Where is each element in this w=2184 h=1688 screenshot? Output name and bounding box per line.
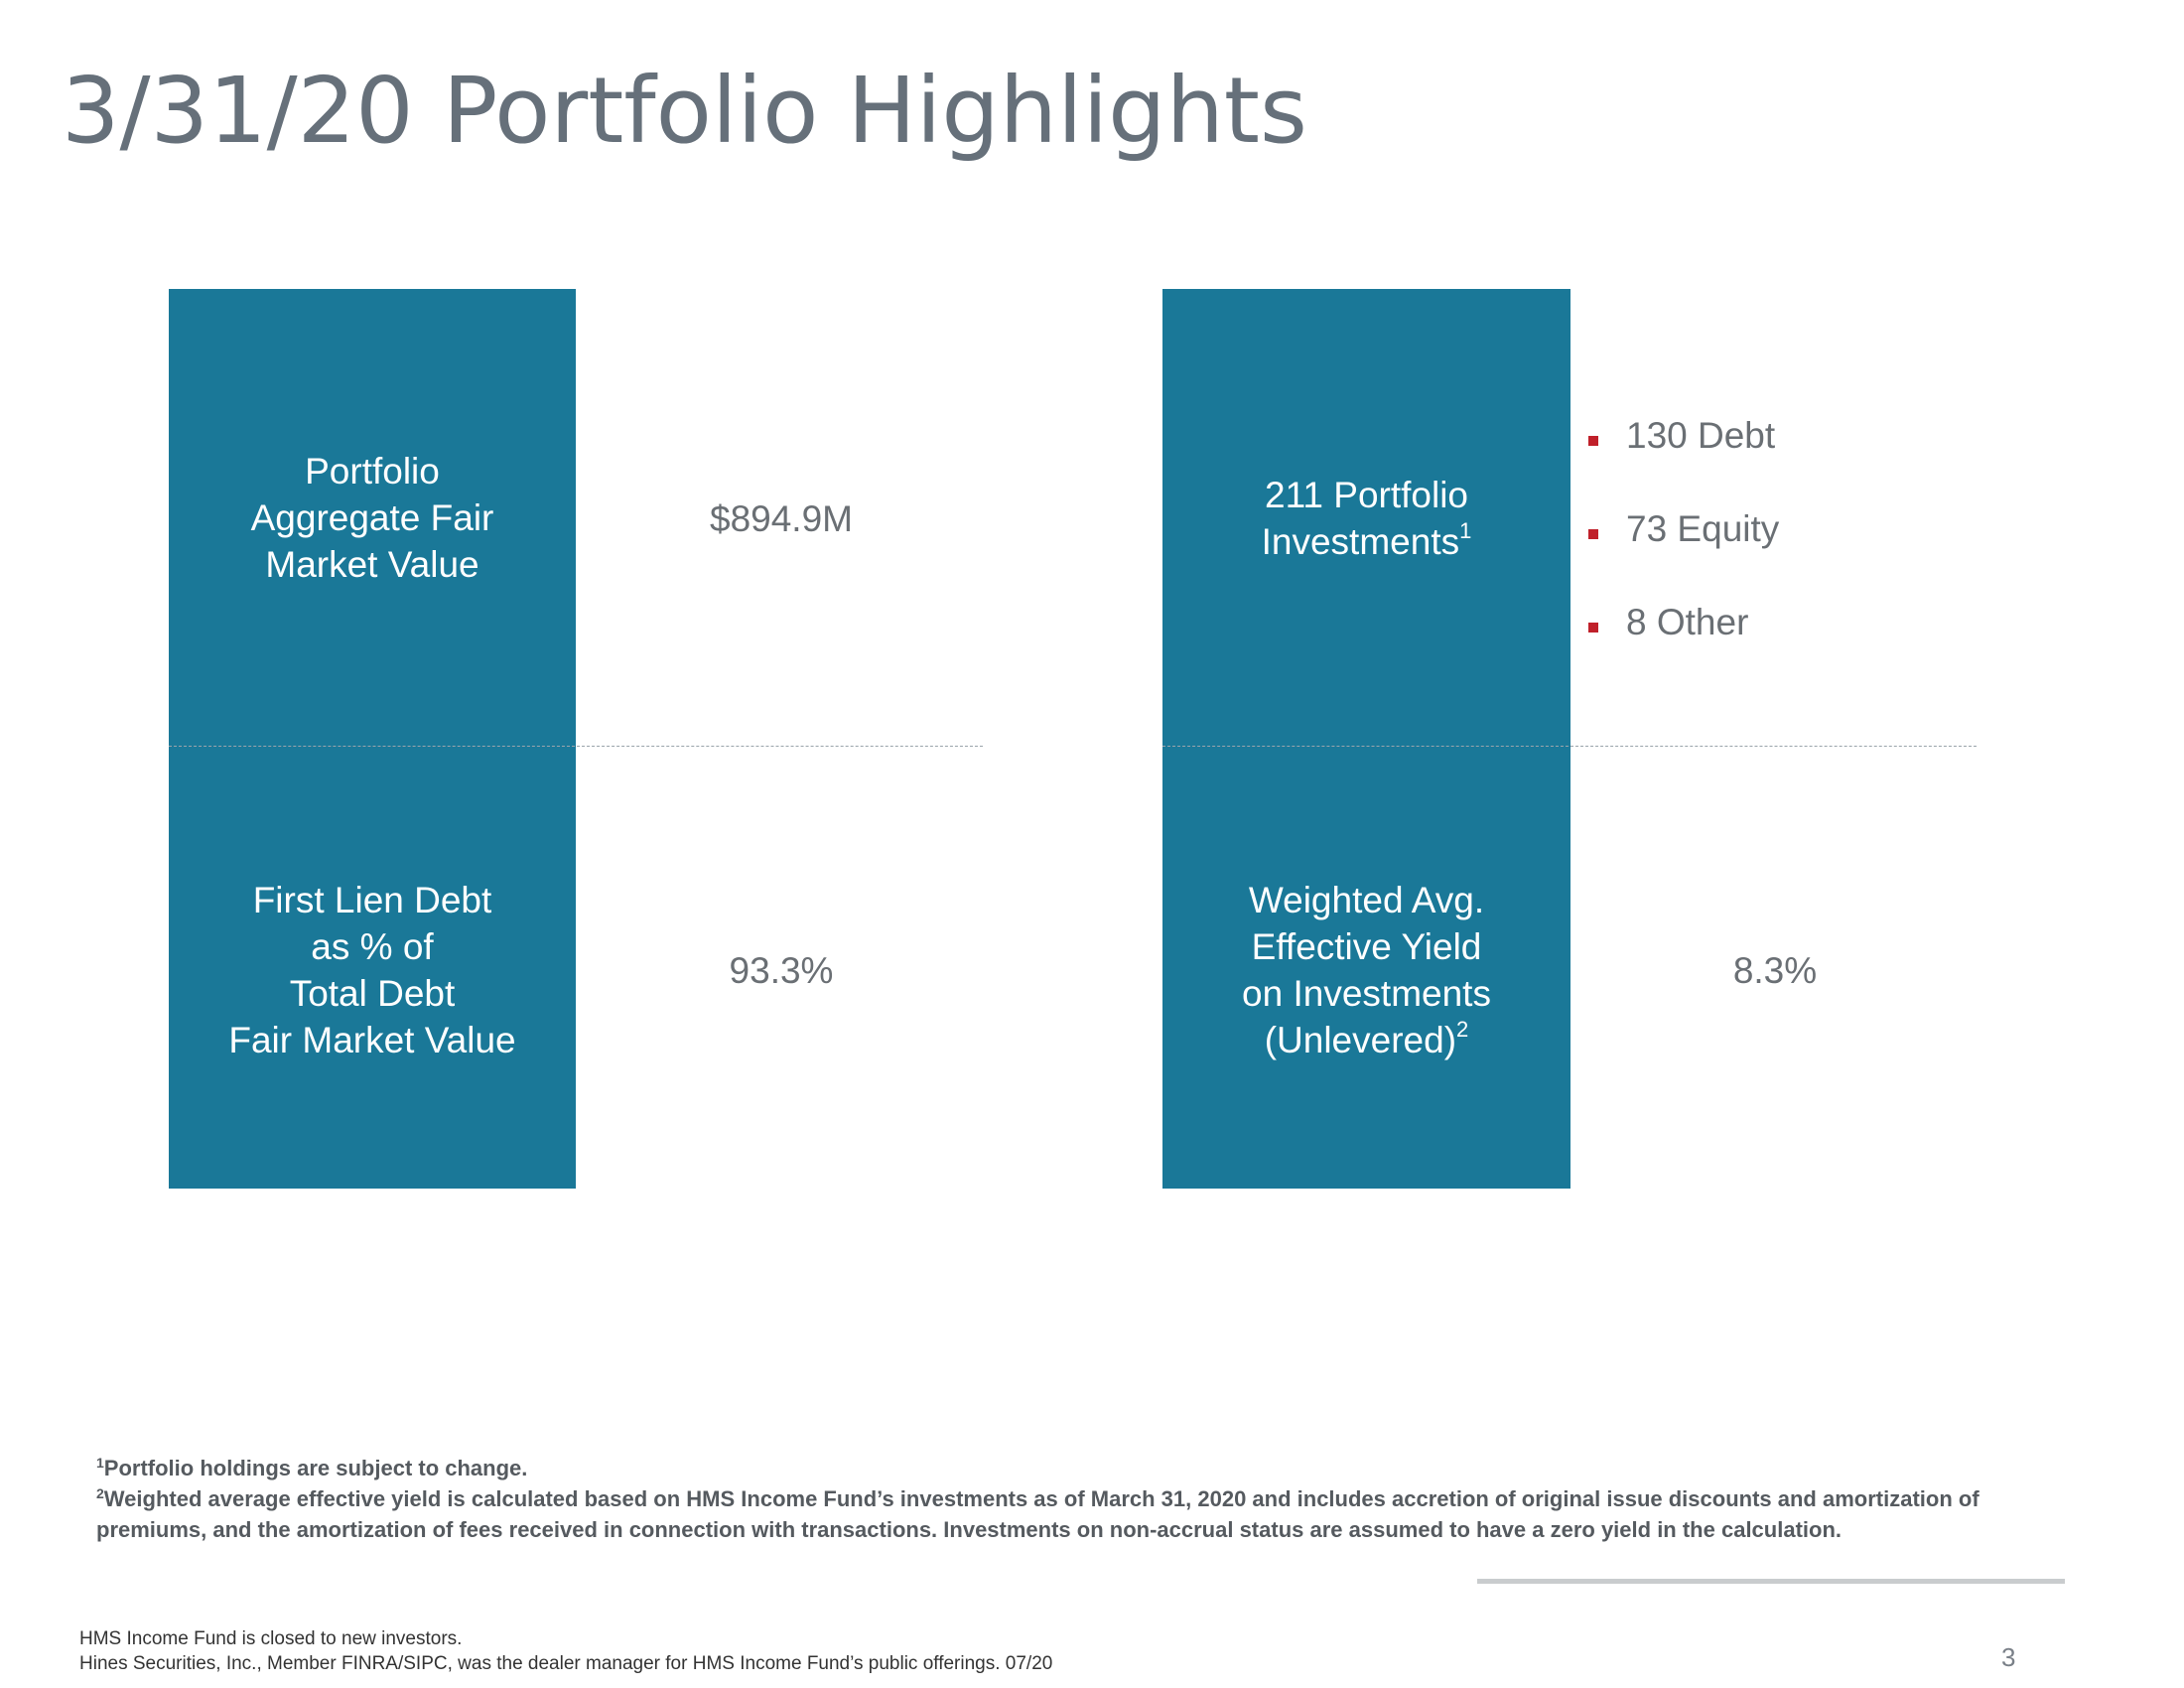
bullet-label: 130 Debt xyxy=(1626,415,1776,456)
effective-yield-label: Weighted Avg. Effective Yield on Investm… xyxy=(1162,877,1570,1063)
footnotes: 1Portfolio holdings are subject to chang… xyxy=(96,1453,2072,1545)
disclaimer: HMS Income Fund is closed to new investo… xyxy=(79,1626,1052,1676)
label-line: 211 Portfolio xyxy=(1265,475,1468,515)
label-line: Market Value xyxy=(265,544,479,585)
label-line: as % of xyxy=(311,926,434,967)
label-text: Investments xyxy=(1261,521,1460,562)
square-bullet-icon xyxy=(1588,529,1598,539)
square-bullet-icon xyxy=(1588,436,1598,446)
square-bullet-icon xyxy=(1588,623,1598,633)
right-highlight-box: 211 Portfolio Investments1 Weighted Avg.… xyxy=(1162,289,1570,1189)
aggregate-fair-value: $894.9M xyxy=(710,498,853,539)
bullet-label: 73 Equity xyxy=(1626,508,1780,549)
first-lien-debt-label: First Lien Debt as % of Total Debt Fair … xyxy=(169,877,576,1063)
label-line: Effective Yield xyxy=(1251,926,1482,967)
left-divider xyxy=(169,746,983,747)
footnote-1: 1Portfolio holdings are subject to chang… xyxy=(96,1453,2072,1483)
footnote-2: 2Weighted average effective yield is cal… xyxy=(96,1483,2072,1545)
footnote-marker: 2 xyxy=(96,1485,104,1501)
footnote-ref: 1 xyxy=(1459,518,1472,543)
page-number: 3 xyxy=(2001,1642,2016,1672)
aggregate-fair-value-label: Portfolio Aggregate Fair Market Value xyxy=(169,448,576,588)
label-line: Total Debt xyxy=(289,973,456,1014)
disclaimer-line: Hines Securities, Inc., Member FINRA/SIP… xyxy=(79,1653,1053,1674)
label-line: Weighted Avg. xyxy=(1248,880,1485,920)
label-line: Fair Market Value xyxy=(228,1020,516,1060)
disclaimer-line: HMS Income Fund is closed to new investo… xyxy=(79,1628,463,1649)
footnote-text: Portfolio holdings are subject to change… xyxy=(103,1456,528,1480)
label-line: on Investments xyxy=(1242,973,1491,1014)
portfolio-investments-label: 211 Portfolio Investments1 xyxy=(1162,472,1570,565)
footnote-text: Weighted average effective yield is calc… xyxy=(96,1486,1979,1542)
first-lien-debt-value: 93.3% xyxy=(729,950,834,991)
left-highlight-box: Portfolio Aggregate Fair Market Value Fi… xyxy=(169,289,576,1189)
footer-rule xyxy=(1477,1579,2065,1584)
label-line: Portfolio xyxy=(305,451,440,492)
bullet-label: 8 Other xyxy=(1626,602,1749,642)
label-line: Aggregate Fair xyxy=(250,497,494,538)
label-line: Investments1 xyxy=(1162,518,1570,565)
right-divider xyxy=(1162,746,1977,747)
effective-yield-value: 8.3% xyxy=(1732,950,1818,991)
footnote-marker: 1 xyxy=(96,1455,104,1471)
page-title: 3/31/20 Portfolio Highlights xyxy=(62,58,1307,164)
label-line: First Lien Debt xyxy=(252,880,492,920)
label-line: (Unlevered)2 xyxy=(1162,1017,1570,1063)
footnote-ref: 2 xyxy=(1456,1017,1469,1042)
label-text: (Unlevered) xyxy=(1264,1020,1457,1060)
